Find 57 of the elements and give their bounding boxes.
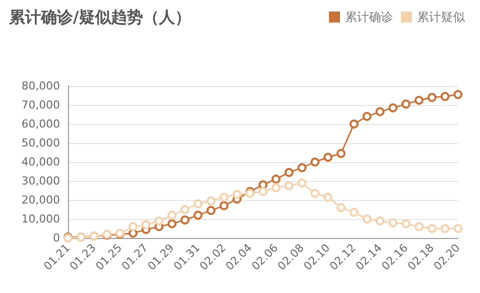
point bbox=[180, 215, 190, 224]
point bbox=[336, 203, 346, 212]
y-tick-label: 80,000 bbox=[22, 80, 60, 92]
point bbox=[350, 120, 358, 128]
point bbox=[402, 100, 410, 109]
point bbox=[376, 216, 384, 226]
legend-label: 累计疑似 bbox=[417, 10, 465, 24]
point bbox=[350, 208, 358, 217]
y-tick-label: 50,000 bbox=[22, 136, 60, 150]
y-tick-label: 20,000 bbox=[22, 194, 60, 206]
point bbox=[154, 216, 164, 226]
point bbox=[440, 92, 450, 101]
point bbox=[194, 199, 202, 208]
point bbox=[206, 196, 216, 206]
point bbox=[362, 214, 372, 224]
point bbox=[454, 90, 462, 100]
point bbox=[324, 152, 332, 162]
point bbox=[220, 192, 228, 202]
point bbox=[414, 96, 424, 105]
point bbox=[440, 224, 450, 233]
point bbox=[272, 183, 280, 192]
point bbox=[428, 92, 436, 102]
point bbox=[180, 205, 190, 214]
point bbox=[310, 158, 320, 166]
point bbox=[376, 107, 384, 116]
y-tick-label: 70,000 bbox=[22, 98, 60, 112]
point bbox=[168, 210, 176, 220]
point bbox=[336, 148, 346, 158]
point bbox=[128, 222, 138, 232]
legend-label: 累计确诊 bbox=[345, 10, 393, 24]
chart-title: 累计确诊/疑似趋势（人） bbox=[8, 8, 191, 26]
point bbox=[388, 103, 398, 112]
point bbox=[362, 112, 372, 121]
point bbox=[168, 219, 176, 228]
y-tick-label: 0 bbox=[53, 232, 60, 244]
point bbox=[206, 206, 216, 215]
y-tick-label: 60,000 bbox=[22, 118, 60, 130]
point bbox=[284, 168, 294, 177]
point bbox=[284, 181, 294, 190]
point bbox=[232, 190, 242, 199]
y-tick-label: 10,000 bbox=[22, 212, 60, 226]
point bbox=[142, 220, 150, 230]
point bbox=[402, 219, 410, 228]
point bbox=[272, 174, 280, 184]
point bbox=[324, 192, 332, 202]
point bbox=[258, 186, 268, 196]
point bbox=[454, 224, 462, 233]
point bbox=[298, 178, 306, 188]
y-tick-label: 40,000 bbox=[22, 156, 60, 168]
point bbox=[388, 218, 398, 228]
y-tick-label: 30,000 bbox=[22, 174, 60, 188]
point bbox=[414, 222, 424, 232]
point bbox=[428, 224, 436, 233]
point bbox=[298, 163, 306, 172]
point bbox=[310, 188, 320, 198]
point bbox=[220, 201, 228, 210]
point bbox=[194, 210, 202, 220]
